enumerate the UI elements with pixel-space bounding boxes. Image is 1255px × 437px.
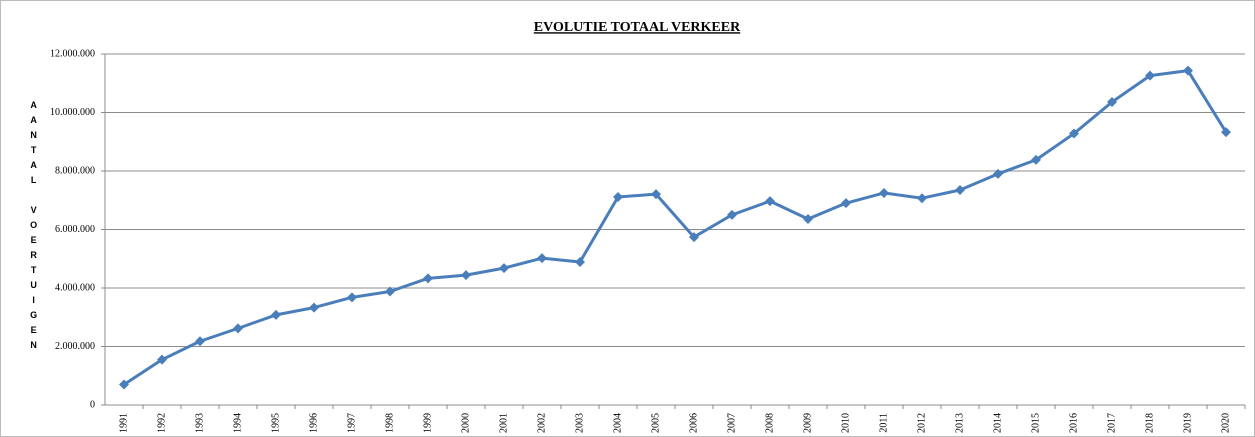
y-tick-label: 6.000.000 <box>55 224 95 235</box>
marker <box>727 209 737 220</box>
y-tick-label: 12.000.000 <box>50 48 95 59</box>
marker <box>1221 127 1231 138</box>
x-tick-label: 2009 <box>802 413 813 433</box>
marker <box>575 256 585 267</box>
marker <box>423 273 433 284</box>
x-tick-label: 1994 <box>232 413 243 433</box>
marker <box>879 187 889 198</box>
marker <box>537 253 547 264</box>
x-tick-label: 2018 <box>1144 413 1155 433</box>
x-tick-label: 1996 <box>308 413 319 433</box>
marker <box>1031 154 1041 165</box>
x-tick-label: 1991 <box>118 413 129 433</box>
marker <box>917 193 927 204</box>
y-axis-label: AANTAL VOERTUIGEN <box>29 100 39 355</box>
y-tick-label: 8.000.000 <box>55 165 95 176</box>
marker <box>841 198 851 209</box>
marker <box>347 292 357 303</box>
marker <box>1183 65 1193 76</box>
marker <box>385 286 395 297</box>
x-tick-label: 2015 <box>1030 413 1041 433</box>
x-tick-label: 2019 <box>1182 413 1193 433</box>
x-tick-label: 1998 <box>384 413 395 433</box>
marker <box>613 192 623 203</box>
marker <box>157 354 167 365</box>
x-tick-label: 2004 <box>612 413 623 433</box>
x-tick-label: 2020 <box>1220 413 1231 433</box>
marker <box>195 336 205 347</box>
x-tick-label: 2010 <box>840 413 851 433</box>
marker <box>803 213 813 224</box>
marker <box>1069 128 1079 139</box>
marker <box>689 232 699 243</box>
chart-title: EVOLUTIE TOTAAL VERKEER <box>534 20 741 35</box>
x-tick-label: 2011 <box>878 413 889 433</box>
x-tick-label: 2006 <box>688 413 699 433</box>
marker <box>765 196 775 207</box>
marker <box>119 379 129 390</box>
x-tick-label: 2002 <box>536 413 547 433</box>
y-tick-label: 10.000.000 <box>50 107 95 118</box>
marker <box>461 270 471 281</box>
marker <box>271 309 281 320</box>
x-tick-label: 2001 <box>498 413 509 433</box>
y-tick-label: 4.000.000 <box>55 282 95 293</box>
marker <box>309 302 319 313</box>
marker <box>1107 96 1117 107</box>
x-tick-label: 1999 <box>422 413 433 433</box>
series-line <box>123 69 1228 386</box>
x-tick-label: 2014 <box>992 413 1003 433</box>
x-tick-label: 2003 <box>574 413 585 433</box>
marker <box>233 323 243 334</box>
x-tick-label: 1993 <box>194 413 205 433</box>
x-tick-label: 2000 <box>460 413 471 433</box>
x-tick-label: 2017 <box>1106 413 1117 433</box>
x-tick-label: 2005 <box>650 413 661 433</box>
x-tick-label: 2008 <box>764 413 775 433</box>
x-tick-label: 2012 <box>916 413 927 433</box>
marker <box>1145 70 1155 81</box>
x-tick-label: 2013 <box>954 413 965 433</box>
y-tick-label: 0 <box>90 399 95 410</box>
x-tick-label: 1995 <box>270 413 281 433</box>
x-tick-label: 1992 <box>156 413 167 433</box>
marker <box>651 189 661 200</box>
x-tick-label: 1997 <box>346 413 357 433</box>
x-tick-label: 2016 <box>1068 413 1079 433</box>
y-tick-label: 2.000.000 <box>55 341 95 352</box>
marker <box>993 168 1003 179</box>
x-tick-label: 2007 <box>726 413 737 433</box>
marker <box>955 185 965 196</box>
marker <box>499 263 509 274</box>
